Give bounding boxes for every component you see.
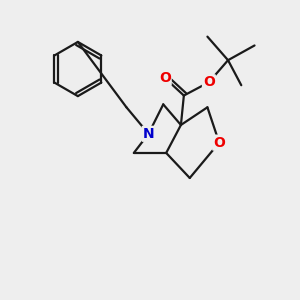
Text: O: O [159, 71, 171, 85]
Text: N: N [143, 127, 154, 141]
Text: O: O [203, 75, 215, 89]
Text: O: O [213, 136, 225, 150]
